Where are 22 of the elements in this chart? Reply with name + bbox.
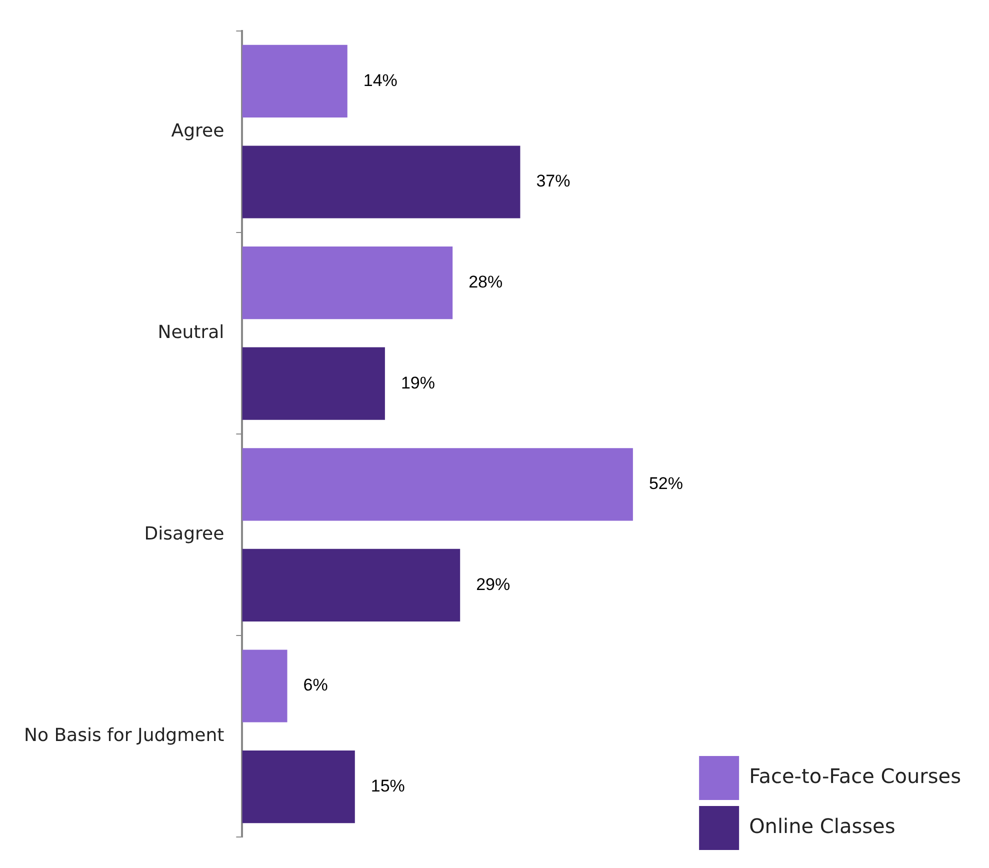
- data-label: 14%: [363, 70, 398, 90]
- bar: [242, 448, 633, 521]
- data-label: 15%: [370, 776, 405, 796]
- y-tick-label: Disagree: [144, 523, 224, 544]
- bar: [242, 650, 288, 722]
- bar: [242, 347, 385, 420]
- bar: [242, 246, 453, 320]
- legend-label: Face-to-Face Courses: [749, 764, 962, 788]
- y-tick-label: No Basis for Judgment: [24, 725, 224, 746]
- bar: [242, 548, 460, 622]
- bar: [242, 146, 520, 218]
- bar: [242, 44, 348, 118]
- data-label: 52%: [648, 474, 683, 494]
- y-tick-label: Neutral: [158, 322, 224, 343]
- data-label: 29%: [476, 574, 510, 594]
- data-label: 37%: [536, 172, 570, 191]
- data-label: 6%: [303, 676, 328, 695]
- data-label: 28%: [468, 272, 503, 292]
- data-label: 19%: [400, 373, 435, 392]
- bar: [242, 750, 355, 824]
- y-tick-label: Agree: [171, 120, 224, 142]
- legend-label: Online Classes: [749, 814, 896, 838]
